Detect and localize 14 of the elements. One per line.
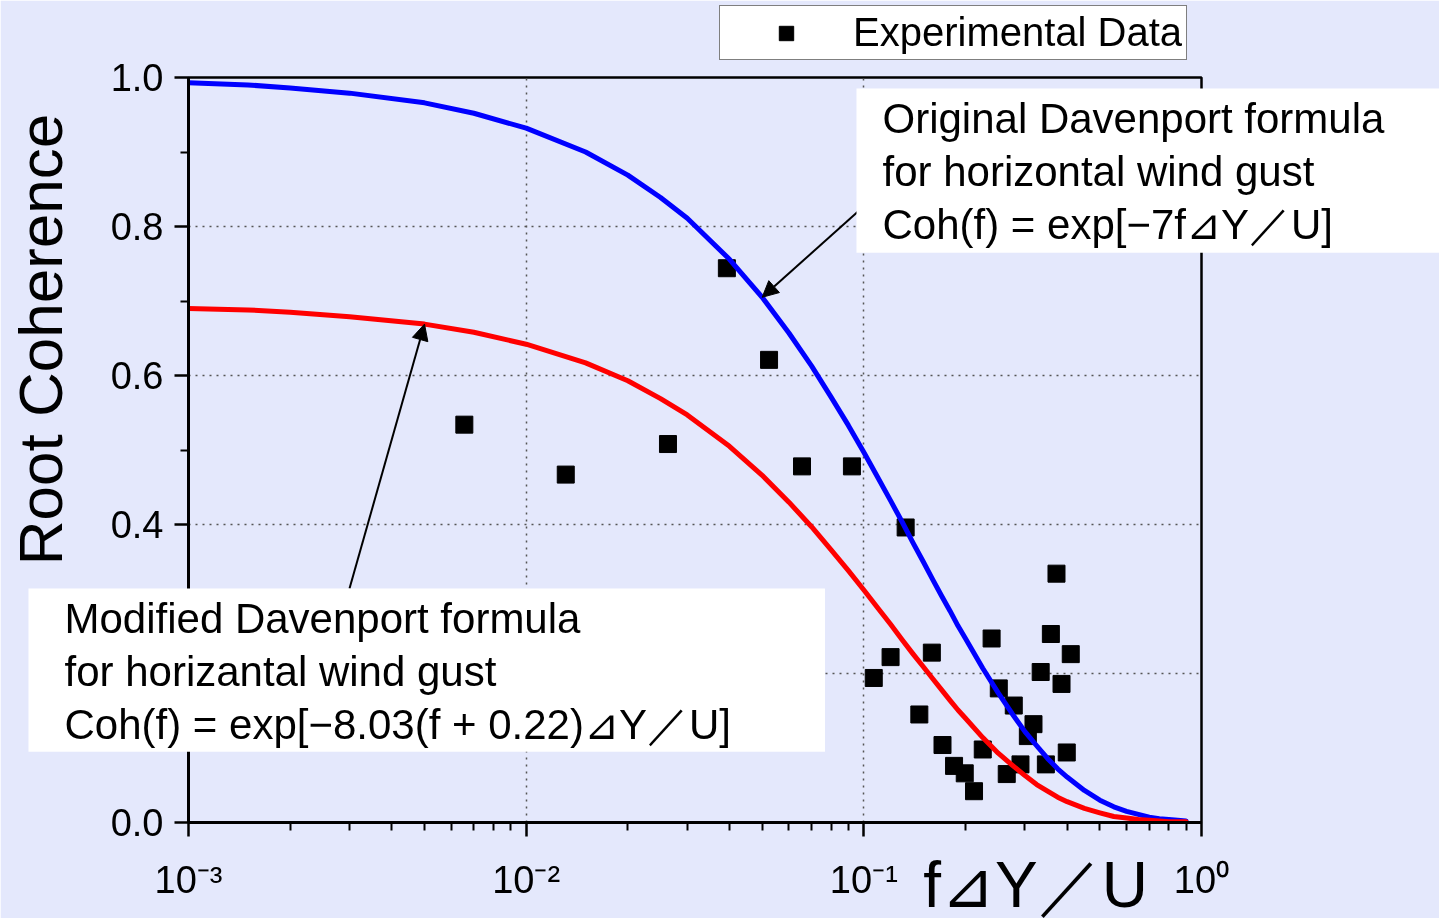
x-axis-title: f⊿Y／U: [923, 848, 1148, 918]
x-tick-label: 10⁻²: [492, 858, 561, 901]
annotation: Original Davenport formula for horizontal wind gust Coh(f) = exp[−7f⊿Y／U]: [882, 94, 1386, 248]
y-tick-label: 0.4: [110, 504, 164, 546]
x-tick-label: 10⁻¹: [829, 858, 898, 901]
y-axis-title: Root Coherence: [6, 113, 75, 566]
y-tick-label: 0.8: [110, 206, 164, 248]
x-tick-label: 10⁻³: [154, 858, 223, 901]
y-tick-label: 0.6: [110, 355, 164, 397]
annotation: Modified Davenport formula for horizantal wind gust Coh(f) = exp[−8.03(f + 0.22)⊿Y／U]: [64, 594, 731, 748]
y-tick-label: 1.0: [110, 57, 164, 99]
legend-label: Experimental Data: [853, 10, 1183, 55]
y-tick-label: 0.0: [110, 802, 164, 844]
x-tick-label: 10⁰: [1173, 858, 1230, 901]
